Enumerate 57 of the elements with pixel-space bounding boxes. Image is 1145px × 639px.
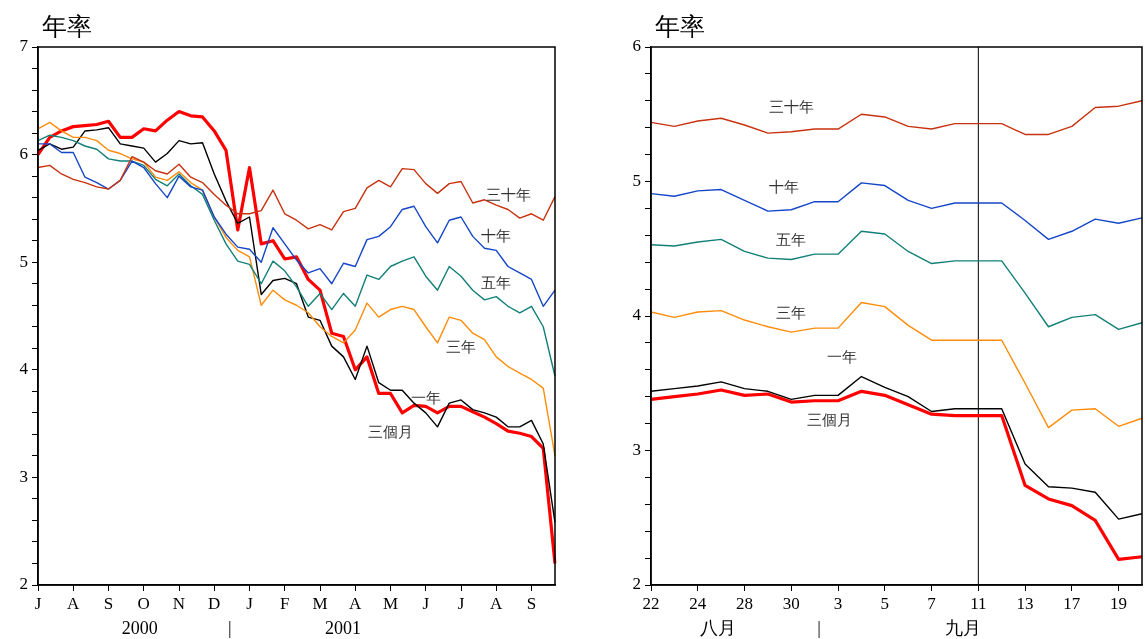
y-tick-label: 2 (19, 574, 28, 594)
x-tick-label: 17 (1063, 593, 1081, 613)
x-tick-label: 5 (880, 593, 890, 613)
x-tick-label: S (103, 593, 114, 613)
series-label: 三個月 (807, 411, 853, 428)
y-tick-label: 4 (19, 359, 29, 379)
x-tick-label: D (208, 593, 221, 613)
text: | (817, 617, 821, 638)
x-tick-label: 13 (1016, 593, 1034, 613)
series-label: 一年 (827, 348, 857, 365)
y-tick-label: 6 (19, 144, 28, 164)
y-tick-label: 3 (632, 439, 641, 459)
series-label: 五年 (481, 274, 512, 291)
x-tick-label: 24 (689, 593, 707, 613)
x-tick-label: A (349, 593, 363, 613)
x-tick-label: F (280, 593, 290, 613)
series-label: 三年 (446, 339, 476, 356)
y-axis-title: 年率 (655, 13, 705, 41)
text: 八月 (699, 617, 736, 638)
text: 2000 (121, 617, 158, 638)
x-tick-label: M (382, 593, 399, 613)
series-label: 五年 (775, 232, 806, 249)
x-tick-label: 19 (1110, 593, 1128, 613)
x-tick-label: J (246, 593, 254, 613)
series-label: 十年 (481, 228, 512, 245)
x-tick-label: J (457, 593, 465, 613)
x-tick-label: 22 (642, 593, 660, 613)
series-label: 三個月 (368, 424, 413, 441)
series-label: 三十年 (769, 98, 815, 115)
x-tick-label: O (137, 593, 150, 613)
x-tick-label: J (422, 593, 430, 613)
text: | (228, 617, 232, 638)
series-label: 一年 (410, 389, 441, 406)
x-tick-label: 7 (927, 593, 937, 613)
x-tick-label: N (172, 593, 186, 613)
text: 2001 (325, 617, 362, 638)
y-tick-label: 3 (19, 466, 28, 486)
series-label: 三十年 (485, 187, 531, 204)
y-tick-label: 5 (632, 170, 641, 190)
y-tick-label: 4 (632, 305, 642, 325)
y-tick-label: 5 (19, 251, 28, 271)
y-tick-label: 7 (19, 36, 29, 56)
y-tick-label: 2 (632, 574, 641, 594)
y-axis-title: 年率 (42, 13, 92, 41)
series-label: 十年 (769, 178, 800, 195)
x-tick-label: 3 (833, 593, 843, 613)
text: 九月 (945, 617, 982, 638)
x-tick-label: S (526, 593, 537, 613)
x-tick-label: A (490, 593, 504, 613)
series-label: 三年 (775, 304, 806, 321)
x-tick-label: 30 (782, 593, 800, 613)
x-tick-label: M (312, 593, 328, 613)
y-tick-label: 6 (632, 36, 641, 56)
x-tick-label: 28 (736, 593, 754, 613)
x-tick-label: 11 (970, 593, 987, 613)
x-tick-label: A (67, 593, 81, 613)
x-tick-label: J (34, 593, 42, 613)
